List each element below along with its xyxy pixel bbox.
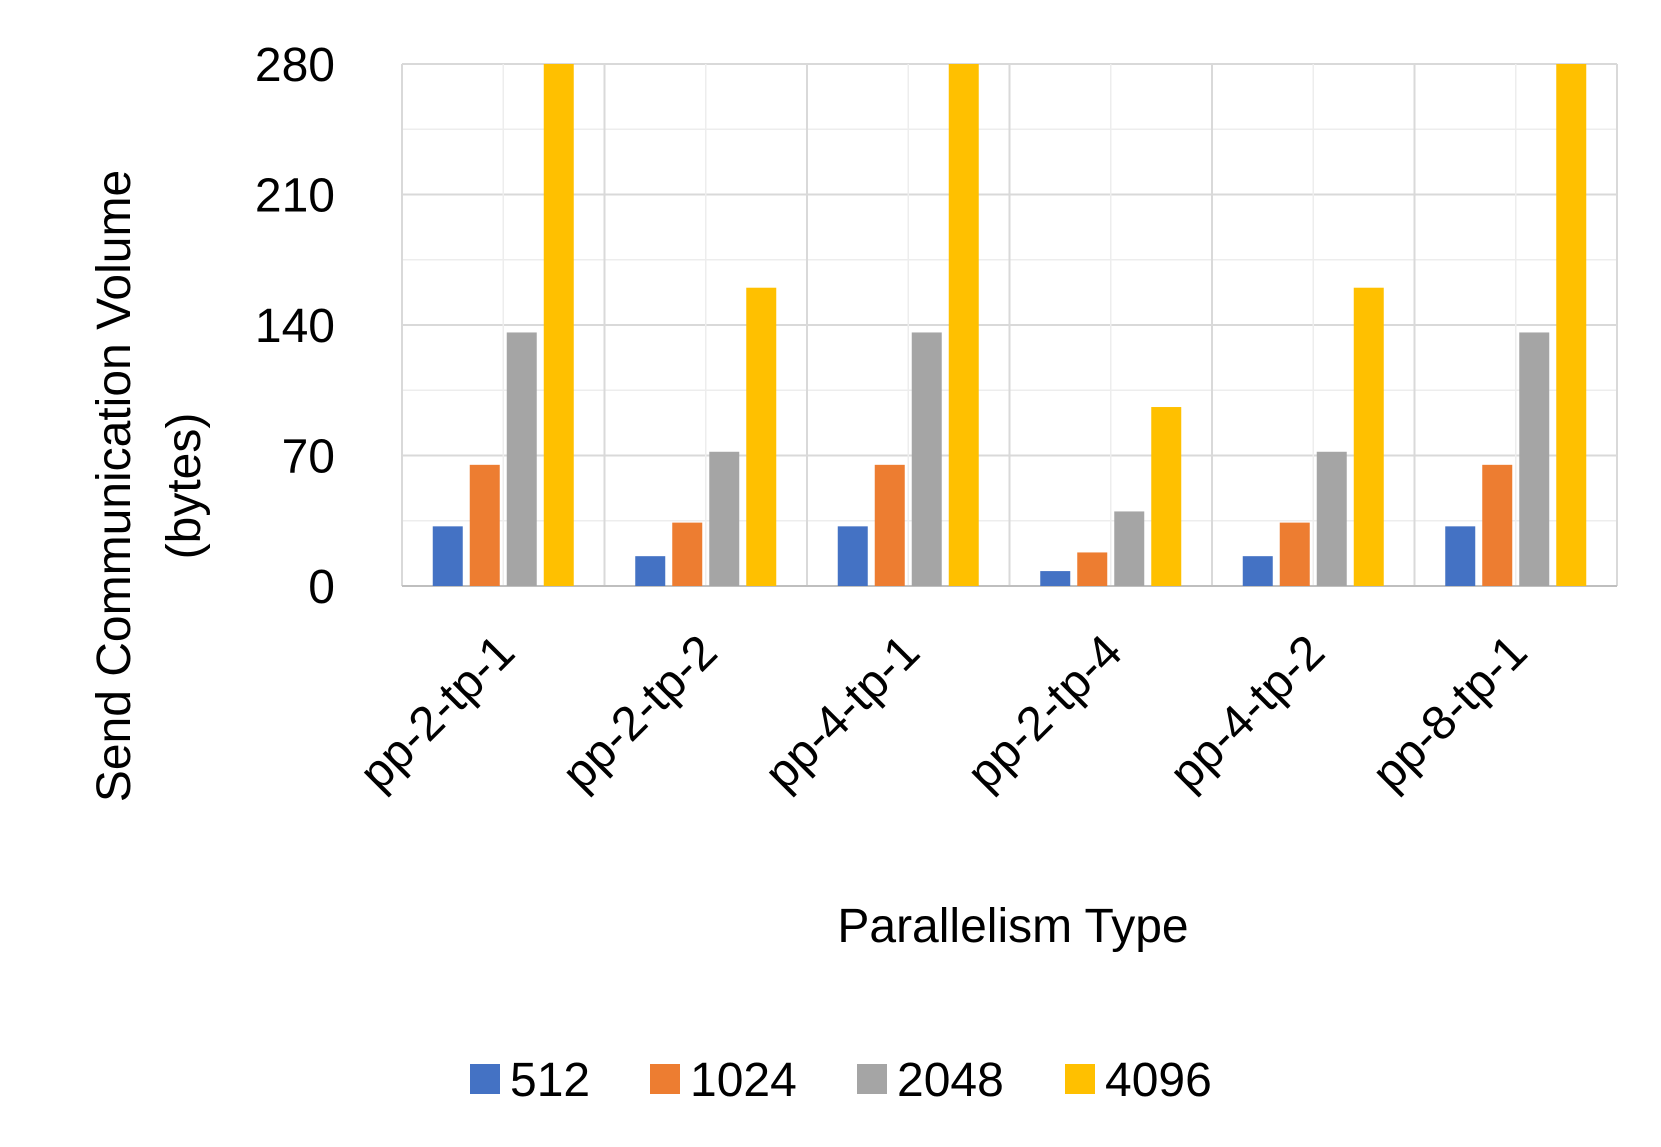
grid <box>401 63 1618 587</box>
legend-label-512: 512 <box>510 1054 590 1107</box>
bar-1024-pp-2-tp-1 <box>469 464 500 586</box>
bar-4096-pp-4-tp-2 <box>1353 287 1384 586</box>
bar-512-pp-2-tp-1 <box>432 526 463 586</box>
bar-1024-pp-2-tp-2 <box>672 522 703 586</box>
legend: 512 1024 2048 4096 <box>470 1054 1212 1107</box>
x-tick-label: pp-4-tp-1 <box>755 625 930 800</box>
bar-4096-pp-8-tp-1 <box>1556 64 1587 586</box>
y-axis-label-line-2: (bytes) <box>158 413 211 560</box>
x-tick-label: pp-8-tp-1 <box>1362 625 1537 800</box>
bar-2048-pp-2-tp-2 <box>709 451 740 586</box>
legend-label-2048: 2048 <box>897 1054 1004 1107</box>
bar-512-pp-8-tp-1 <box>1445 526 1476 586</box>
y-tick-label: 210 <box>255 170 335 223</box>
bar-2048-pp-8-tp-1 <box>1519 332 1550 586</box>
x-axis-label: Parallelism Type <box>837 900 1188 953</box>
legend-swatch-4096 <box>1065 1064 1095 1094</box>
bar-512-pp-2-tp-4 <box>1040 571 1071 586</box>
y-tick-label: 0 <box>308 561 335 614</box>
bar-1024-pp-8-tp-1 <box>1482 464 1513 586</box>
legend-swatch-1024 <box>650 1064 680 1094</box>
bar-4096-pp-4-tp-1 <box>948 64 979 586</box>
bar-2048-pp-2-tp-1 <box>506 332 537 586</box>
x-tick-label: pp-2-tp-4 <box>957 625 1132 800</box>
legend-label-4096: 4096 <box>1105 1054 1212 1107</box>
bar-2048-pp-4-tp-1 <box>911 332 942 586</box>
bar-2048-pp-4-tp-2 <box>1316 451 1347 586</box>
x-tick-label: pp-2-tp-2 <box>552 625 727 800</box>
y-axis-label-line-1: Send Communication Volume <box>88 170 141 802</box>
bar-4096-pp-2-tp-1 <box>543 64 574 586</box>
bar-1024-pp-4-tp-2 <box>1279 522 1310 586</box>
bars <box>432 64 1587 586</box>
x-tick-label: pp-2-tp-1 <box>350 625 525 800</box>
bar-4096-pp-2-tp-4 <box>1151 407 1182 586</box>
bar-1024-pp-2-tp-4 <box>1077 552 1108 586</box>
bar-512-pp-2-tp-2 <box>635 556 666 586</box>
y-tick-label: 70 <box>282 431 335 484</box>
bar-4096-pp-2-tp-2 <box>746 287 777 586</box>
legend-swatch-2048 <box>857 1064 887 1094</box>
bar-512-pp-4-tp-1 <box>837 526 868 586</box>
legend-swatch-512 <box>470 1064 500 1094</box>
y-axis-ticks: 0 70 140 210 280 <box>255 39 335 614</box>
bar-512-pp-4-tp-2 <box>1242 556 1273 586</box>
bar-1024-pp-4-tp-1 <box>874 464 905 586</box>
bar-2048-pp-2-tp-4 <box>1114 511 1145 586</box>
x-tick-label: pp-4-tp-2 <box>1160 625 1335 800</box>
y-tick-label: 280 <box>255 39 335 92</box>
y-tick-label: 140 <box>255 300 335 353</box>
legend-label-1024: 1024 <box>690 1054 797 1107</box>
x-axis-ticks: pp-2-tp-1 pp-2-tp-2 pp-4-tp-1 pp-2-tp-4 pp-4… <box>350 625 1538 800</box>
